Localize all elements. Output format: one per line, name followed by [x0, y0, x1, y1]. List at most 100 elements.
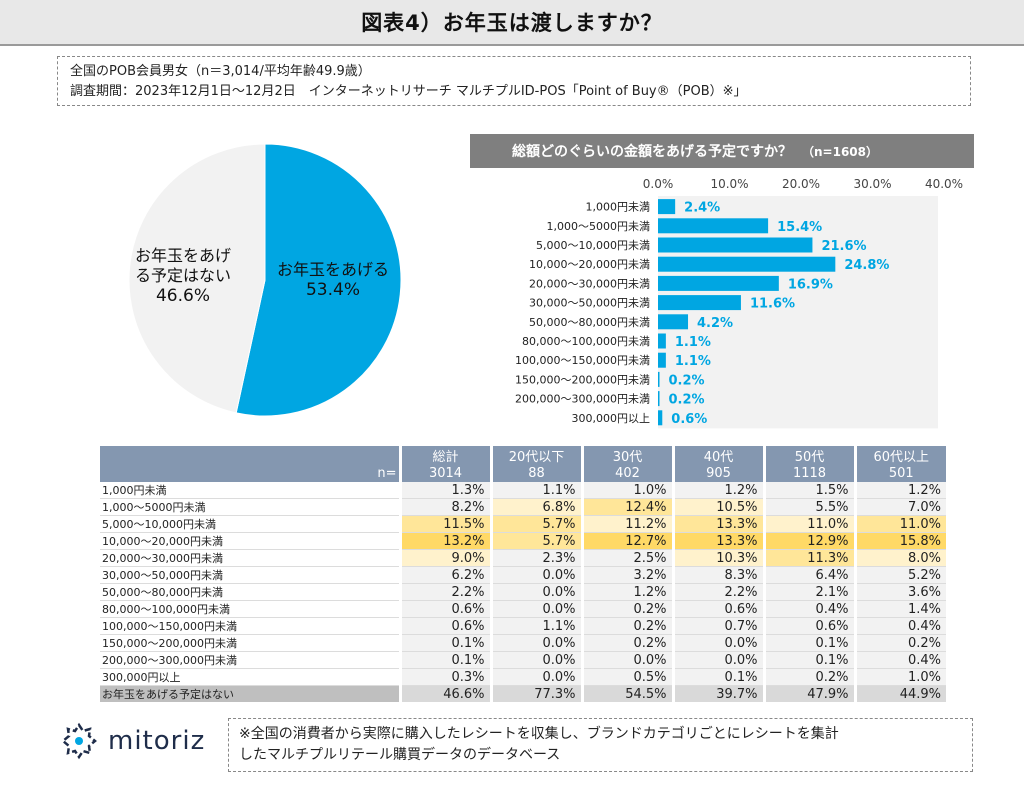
title-bar: 図表4）お年玉は渡しますか？: [0, 0, 1024, 46]
bar: [658, 275, 779, 291]
table-n-value: 3014: [398, 465, 491, 482]
table-cell: 0.0%: [580, 651, 673, 669]
table-cell: 0.1%: [762, 651, 855, 669]
footnote-box: ※全国の消費者から実際に購入したレシートを収集し、ブランドカテゴリごとにレシート…: [228, 718, 973, 772]
table-cell: 13.3%: [671, 515, 764, 533]
table-row: 50,000～80,000円未満 2.2% 0.0% 1.2% 2.2% 2.1% 3.6%: [100, 583, 946, 601]
bar: [658, 295, 741, 311]
pie-label-give: お年玉をあげる 53.4%: [273, 260, 393, 300]
page-title: 図表4）お年玉は渡しますか？: [361, 11, 663, 35]
bar-category-label: 5,000～10,000円未満: [536, 239, 650, 252]
table-header-corner: [100, 446, 400, 465]
table-row: 1,000円未満 1.3% 1.1% 1.0% 1.2% 1.5% 1.2%: [100, 482, 946, 499]
bar-category-label: 300,000円以上: [572, 412, 651, 425]
bar-data-label: 1.1%: [675, 335, 711, 350]
table-row: 150,000～200,000円未満 0.1% 0.0% 0.2% 0.0% 0.1% 0.…: [100, 634, 946, 652]
table-cell: 13.3%: [671, 532, 764, 550]
table-cell: 0.0%: [489, 668, 582, 686]
table-cell: 6.2%: [398, 566, 491, 584]
table-cell: 5.7%: [489, 532, 582, 550]
table-cell: 0.0%: [489, 651, 582, 669]
table-row-label: 300,000円以上: [100, 668, 400, 686]
table-cell: 11.3%: [762, 549, 855, 567]
bar: [658, 199, 676, 215]
table-cell: 0.4%: [762, 600, 855, 618]
bar-data-label: 0.6%: [671, 412, 707, 427]
mitoriz-logo: mitoriz: [58, 720, 205, 762]
bar: [658, 218, 769, 234]
bar-category-label: 100,000～150,000円未満: [515, 354, 650, 367]
table-n-value: 501: [853, 465, 946, 482]
bar: [658, 352, 666, 368]
pie-chart-svg: [128, 143, 402, 417]
table-cell: 9.0%: [398, 549, 491, 567]
bar-category-label: 1,000円未満: [586, 201, 651, 214]
table-n-row: n= 3014 88 402 905 1118 501: [100, 465, 946, 482]
bar-category-label: 30,000～50,000円未満: [529, 297, 650, 310]
table-cell: 15.8%: [853, 532, 946, 550]
footnote-line2: したマルチプルリテール購買データのデータベース: [239, 747, 561, 763]
table-cell: 47.9%: [762, 685, 855, 702]
table-row-label: 1,000～5000円未満: [100, 498, 400, 516]
table-row: 5,000～10,000円未満 11.5% 5.7% 11.2% 13.3% 11.0% 1…: [100, 515, 946, 533]
table-cell: 54.5%: [580, 685, 673, 702]
table-row: 300,000円以上 0.3% 0.0% 0.5% 0.1% 0.2% 1.0%: [100, 668, 946, 686]
bar: [658, 256, 836, 272]
bar-chart-title-bar: 総額どのぐらいの金額をあげる予定ですか？ （n=1608）: [470, 134, 974, 168]
table-cell: 2.2%: [398, 583, 491, 601]
table-row-label: 20,000～30,000円未満: [100, 549, 400, 567]
table-row: 1,000～5000円未満 8.2% 6.8% 12.4% 10.5% 5.5% 7.0%: [100, 498, 946, 516]
table-row-label: お年玉をあげる予定はない: [100, 685, 400, 702]
bar-data-label: 11.6%: [750, 297, 795, 312]
bar: [658, 314, 689, 330]
table-cell: 77.3%: [489, 685, 582, 702]
table-cell: 0.2%: [580, 600, 673, 618]
bar-data-label: 0.2%: [669, 373, 705, 388]
table-cell: 11.5%: [398, 515, 491, 533]
table-cell: 1.0%: [853, 668, 946, 686]
table-n-value: 402: [580, 465, 673, 482]
mitoriz-logo-text: mitoriz: [108, 726, 206, 756]
table-cell: 0.2%: [762, 668, 855, 686]
table-cell: 1.1%: [489, 617, 582, 635]
survey-period-text: 調査期間：2023年12月1日～12月2日 インターネットリサーチ マルチプルI…: [70, 84, 747, 99]
pie-label-no-give-pct: 46.6%: [155, 286, 210, 306]
table-row: お年玉をあげる予定はない 46.6% 77.3% 54.5% 39.7% 47.9% 44.…: [100, 685, 946, 702]
table-row-label: 100,000～150,000円未満: [100, 617, 400, 635]
table-cell: 7.0%: [853, 498, 946, 516]
table-cell: 1.2%: [671, 482, 764, 499]
bar-x-tick-label: 20.0%: [782, 177, 820, 191]
table-cell: 44.9%: [853, 685, 946, 702]
bar: [658, 391, 660, 407]
table-cell: 1.2%: [580, 583, 673, 601]
table-header-row: 総計 20代以下 30代 40代 50代 60代以上: [100, 446, 946, 465]
bar-x-tick-label: 30.0%: [853, 177, 891, 191]
table-cell: 10.5%: [671, 498, 764, 516]
table-col-header: 30代: [580, 446, 673, 465]
table-cell: 2.2%: [671, 583, 764, 601]
table-cell: 5.2%: [853, 566, 946, 584]
table-row: 200,000～300,000円未満 0.1% 0.0% 0.0% 0.0% 0.1% 0.…: [100, 651, 946, 669]
table-cell: 13.2%: [398, 532, 491, 550]
table-cell: 0.6%: [762, 617, 855, 635]
table-cell: 0.4%: [853, 617, 946, 635]
table-cell: 3.6%: [853, 583, 946, 601]
bar-data-label: 16.9%: [788, 277, 833, 292]
table-cell: 0.0%: [671, 634, 764, 652]
table-cell: 39.7%: [671, 685, 764, 702]
bar-plot-background: [658, 196, 938, 429]
table-cell: 0.6%: [398, 600, 491, 618]
table-row-label: 5,000～10,000円未満: [100, 515, 400, 533]
table-row-label: 50,000～80,000円未満: [100, 583, 400, 601]
bar-x-tick-label: 40.0%: [925, 177, 963, 191]
bar-data-label: 4.2%: [697, 316, 733, 331]
bar-data-label: 24.8%: [844, 258, 889, 273]
table-cell: 12.9%: [762, 532, 855, 550]
table-row: 100,000～150,000円未満 0.6% 1.1% 0.2% 0.7% 0.6% 0.…: [100, 617, 946, 635]
table-cell: 0.6%: [398, 617, 491, 635]
survey-sample-text: 全国のPOB会員男女（n＝3,014/平均年齢49.9歳）: [70, 64, 371, 79]
bar-chart-n-label: （n=1608）: [802, 144, 878, 159]
table-cell: 0.1%: [762, 634, 855, 652]
table-cell: 0.1%: [671, 668, 764, 686]
table-col-header: 50代: [762, 446, 855, 465]
